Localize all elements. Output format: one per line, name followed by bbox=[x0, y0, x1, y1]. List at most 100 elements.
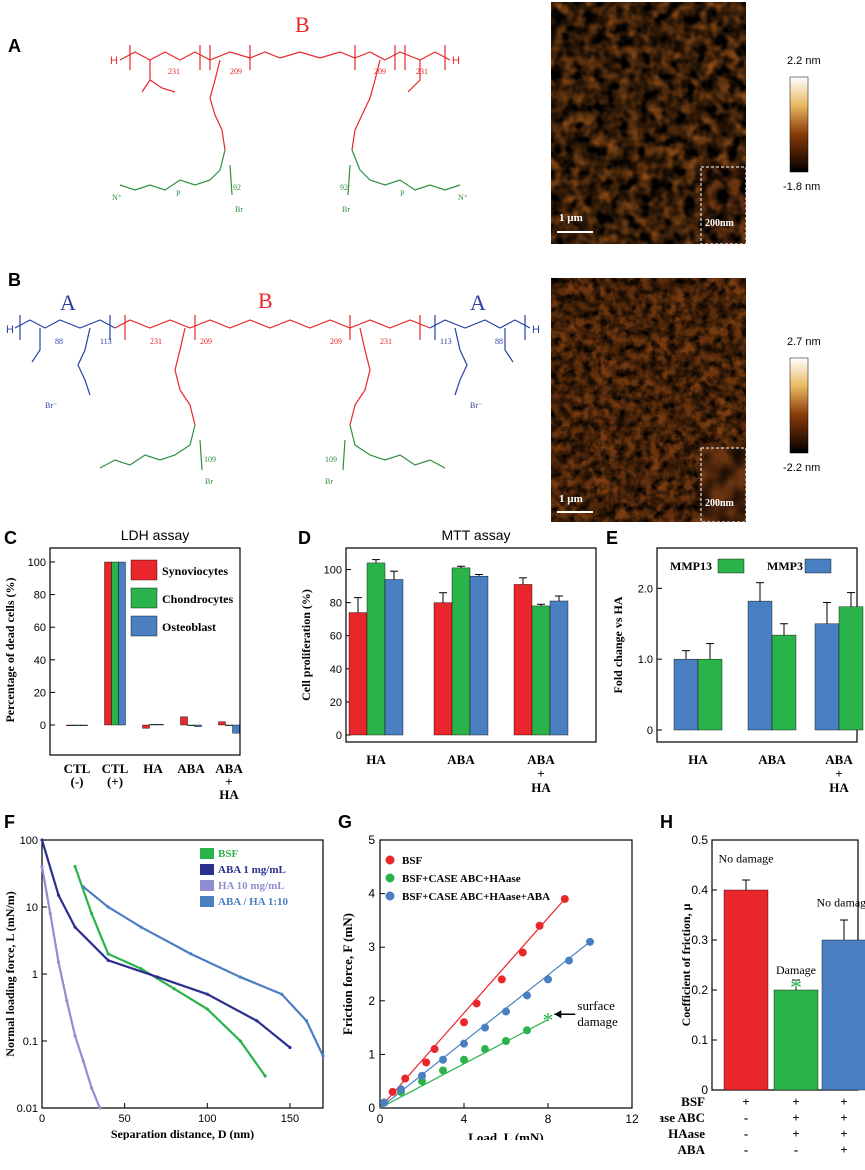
c-bar bbox=[111, 561, 119, 726]
g-point bbox=[481, 1045, 489, 1054]
sub-109-left: 109 bbox=[204, 455, 216, 464]
d-ytick-label: 80 bbox=[330, 598, 342, 610]
h-ytick-label: 0.5 bbox=[691, 833, 708, 847]
f-point bbox=[81, 1059, 85, 1063]
c-title: LDH assay bbox=[121, 527, 189, 543]
d-ytick-label: 40 bbox=[330, 664, 342, 676]
c-xtick-label: ABA bbox=[215, 761, 243, 776]
f-legend-label: ABA 1 mg/mL bbox=[218, 864, 286, 876]
h-condition-mark: + bbox=[840, 1094, 847, 1109]
br-left: Br bbox=[235, 205, 243, 214]
g-frame bbox=[379, 839, 633, 1109]
h-ytick-label: 0 bbox=[701, 1083, 708, 1097]
f-point bbox=[65, 999, 69, 1003]
afm-b-colorbar bbox=[789, 357, 809, 454]
f-series-line bbox=[40, 839, 291, 1049]
sub-209-right: 209 bbox=[374, 67, 386, 76]
block-label-b: B bbox=[295, 12, 310, 37]
c-frame bbox=[49, 547, 241, 756]
g-point bbox=[380, 1098, 389, 1107]
c-xtick-label: HA bbox=[143, 761, 163, 776]
afm-a-cbar-max: 2.2 nm bbox=[787, 55, 821, 67]
d-title: MTT assay bbox=[442, 527, 511, 543]
h-ylabel: Coefficient of friction, μ bbox=[679, 903, 693, 1026]
f-legend-swatch bbox=[200, 896, 214, 907]
h-condition-mark: - bbox=[744, 1126, 748, 1141]
g-point bbox=[460, 1055, 468, 1064]
g-point bbox=[472, 999, 481, 1008]
afm-a-inset-scale: 200nm bbox=[705, 218, 735, 229]
g-point bbox=[544, 975, 552, 984]
g-xtick-label: 12 bbox=[625, 1112, 639, 1126]
panel-label-d: D bbox=[298, 528, 311, 548]
f-point bbox=[98, 1106, 102, 1110]
h-condition-mark: - bbox=[744, 1110, 748, 1125]
afm-b-cbar-max: 2.7 nm bbox=[787, 336, 821, 348]
f-ytick-label: 100 bbox=[20, 835, 38, 847]
chart-normal-force: 0 50 100 150 0.01 0.1 1 10 100 Separation distanc… bbox=[3, 835, 325, 1140]
f-point bbox=[48, 911, 52, 916]
f-point bbox=[238, 975, 242, 979]
f-series-line bbox=[82, 885, 324, 1057]
d-ytick-label: 20 bbox=[330, 697, 342, 709]
end-h-right: H bbox=[452, 55, 460, 67]
f-legend-swatch bbox=[200, 848, 214, 859]
h-condition-name: BSF bbox=[681, 1094, 705, 1109]
nplus-left: N⁺ bbox=[112, 193, 122, 202]
g-ytick-label: 4 bbox=[368, 887, 375, 901]
afm-b-scale: 1 µm bbox=[559, 493, 583, 505]
g-fit-line bbox=[379, 1019, 549, 1109]
afm-a-colorbar bbox=[789, 76, 809, 173]
f-series-line bbox=[74, 866, 267, 1077]
f-point bbox=[263, 1074, 267, 1078]
g-ytick-label: 1 bbox=[368, 1047, 375, 1061]
c-legend-label: Synoviocytes bbox=[162, 564, 228, 578]
h-bar bbox=[773, 989, 819, 1091]
br-right-b: Br bbox=[325, 477, 333, 486]
br-minus-left: Br⁻ bbox=[45, 401, 57, 410]
br-left-b: Br bbox=[205, 477, 213, 486]
f-xtick-label: 100 bbox=[198, 1113, 216, 1125]
g-legend-label: BSF bbox=[402, 855, 422, 867]
f-point bbox=[238, 1039, 242, 1043]
h-condition-mark: + bbox=[792, 1126, 799, 1141]
h-ytick-label: 0.3 bbox=[691, 933, 708, 947]
h-ytick-label: 0.1 bbox=[691, 1033, 708, 1047]
c-bar bbox=[156, 723, 164, 726]
f-legend-label: BSF bbox=[218, 848, 238, 860]
d-bar bbox=[433, 602, 453, 736]
afm-image-a: 1 µm 200nm 2.2 nm -1.8 nm bbox=[551, 2, 821, 244]
g-xtick-label: 0 bbox=[377, 1112, 384, 1126]
g-point bbox=[497, 975, 506, 984]
panel-label-h: H bbox=[660, 812, 673, 832]
h-condition-name: Case ABC bbox=[660, 1110, 705, 1125]
g-legend-label: BSF+CASE ABC+HAase bbox=[402, 873, 521, 885]
d-ytick-label: 100 bbox=[324, 565, 342, 577]
g-legend-marker bbox=[385, 873, 395, 883]
sub-209-left: 209 bbox=[230, 67, 242, 76]
phosphorylcholine-groups-b bbox=[99, 424, 446, 471]
f-point bbox=[106, 952, 110, 956]
f-legend-swatch bbox=[200, 880, 214, 891]
f-point bbox=[81, 885, 85, 889]
c-bar bbox=[180, 716, 188, 726]
g-point bbox=[401, 1074, 410, 1083]
g-point bbox=[460, 1018, 468, 1027]
f-point bbox=[40, 838, 44, 842]
g-ytick-label: 5 bbox=[368, 833, 375, 847]
panel-label-c: C bbox=[4, 528, 17, 548]
c-ytick-label: 40 bbox=[34, 655, 46, 667]
d-xtick-label: HA bbox=[531, 780, 551, 795]
block-label-a-left: A bbox=[60, 290, 76, 315]
e-xtick-label: HA bbox=[829, 780, 849, 795]
c-bar bbox=[232, 724, 240, 734]
f-ytick-label: 0.01 bbox=[17, 1103, 38, 1115]
h-condition-mark: + bbox=[840, 1126, 847, 1141]
end-h-left: H bbox=[110, 55, 118, 67]
c-xtick-label: (+) bbox=[107, 774, 123, 789]
f-xlabel: Separation distance, D (nm) bbox=[111, 1127, 254, 1140]
d-ytick-label: 0 bbox=[336, 730, 342, 742]
g-point bbox=[418, 1071, 426, 1080]
block-label-a-right: A bbox=[470, 290, 486, 315]
